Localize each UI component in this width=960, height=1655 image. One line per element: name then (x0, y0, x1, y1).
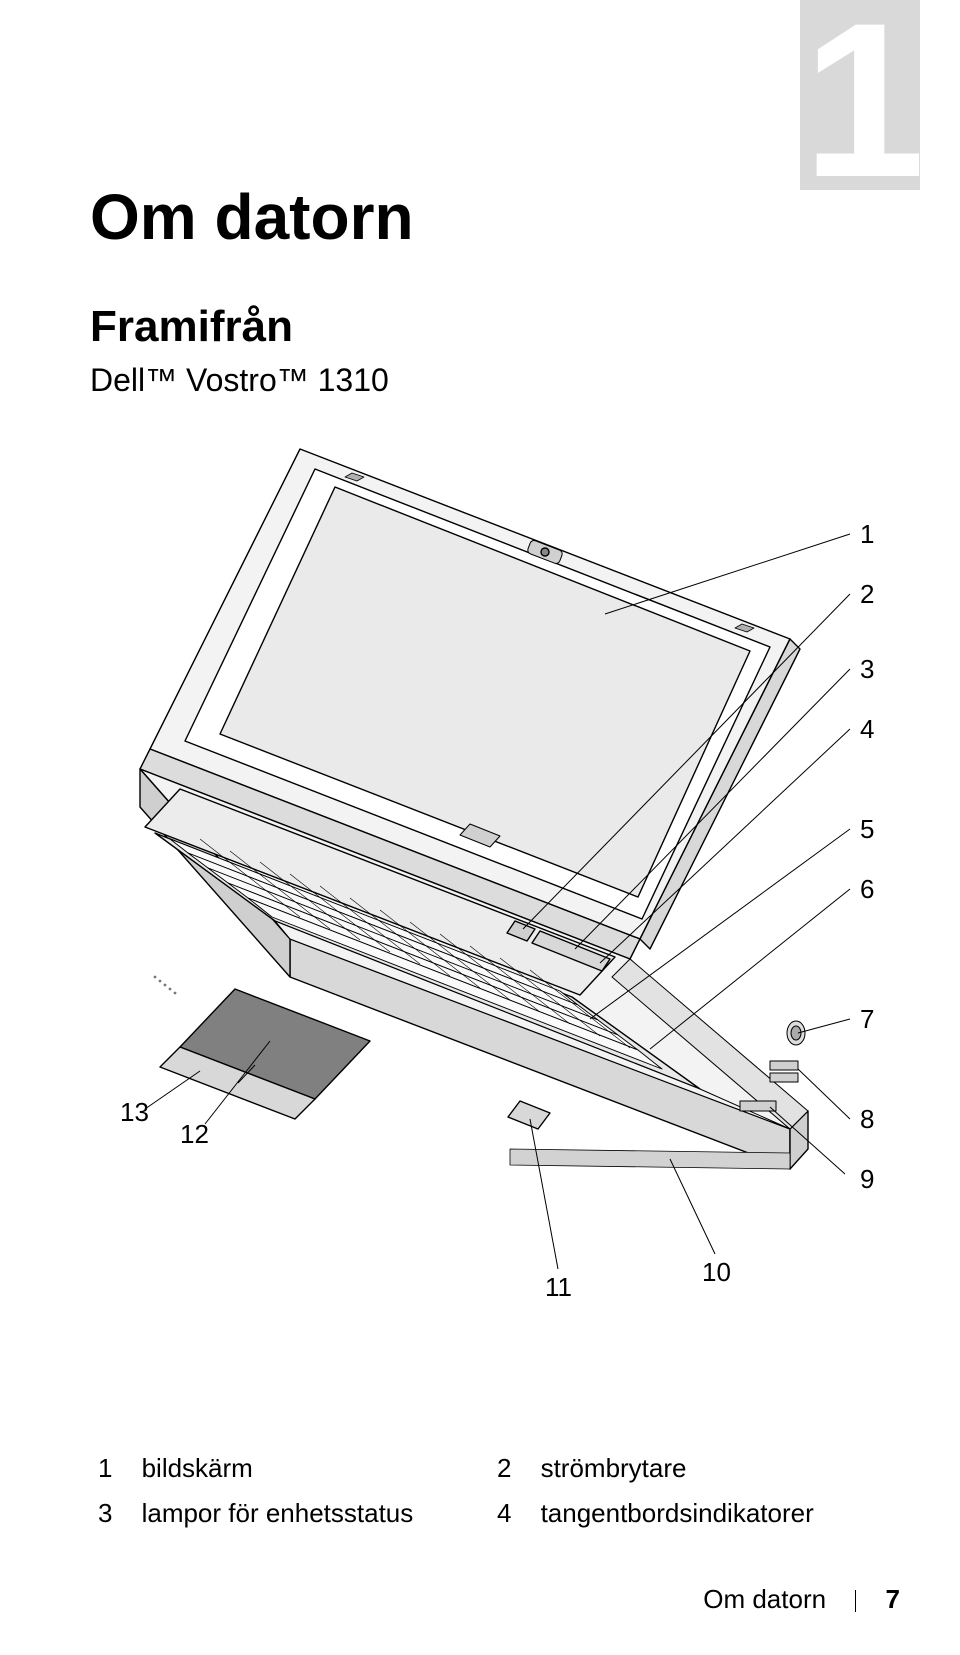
laptop-diagram: 1 2 3 4 5 6 7 8 9 10 11 12 13 (90, 429, 890, 1329)
table-row: 1 bildskärm 2 strömbrytare (92, 1447, 888, 1490)
callout-8: 8 (860, 1104, 874, 1135)
footer-separator (855, 1590, 856, 1612)
callout-5: 5 (860, 814, 874, 845)
legend-num: 1 (92, 1447, 134, 1490)
callout-3: 3 (860, 654, 874, 685)
callout-11: 11 (545, 1272, 572, 1303)
legend-table: 1 bildskärm 2 strömbrytare 3 lampor för … (90, 1445, 890, 1537)
callout-10: 10 (702, 1257, 731, 1288)
footer-title: Om datorn (703, 1584, 826, 1614)
legend-num: 4 (491, 1492, 533, 1535)
legend-label: tangentbordsindikatorer (535, 1492, 888, 1535)
laptop-svg (90, 429, 890, 1329)
legend-label: lampor för enhetsstatus (136, 1492, 489, 1535)
page-title: Om datorn (90, 180, 900, 254)
callout-6: 6 (860, 874, 874, 905)
legend-num: 2 (491, 1447, 533, 1490)
footer-page-number: 7 (886, 1584, 900, 1614)
page-footer: Om datorn 7 (703, 1584, 900, 1615)
callout-9: 9 (860, 1164, 874, 1195)
section-title: Framifrån (90, 302, 900, 352)
chapter-number: 1 (803, 10, 917, 190)
chapter-badge: 1 (800, 0, 920, 190)
legend-label: bildskärm (136, 1447, 489, 1490)
table-row: 3 lampor för enhetsstatus 4 tangentbords… (92, 1492, 888, 1535)
callout-12: 12 (180, 1119, 209, 1150)
callout-4: 4 (860, 714, 874, 745)
callout-13: 13 (120, 1097, 149, 1128)
model-title: Dell™ Vostro™ 1310 (90, 362, 900, 399)
legend-num: 3 (92, 1492, 134, 1535)
callout-1: 1 (860, 519, 874, 550)
callout-7: 7 (860, 1004, 874, 1035)
callout-2: 2 (860, 579, 874, 610)
legend-label: strömbrytare (535, 1447, 888, 1490)
